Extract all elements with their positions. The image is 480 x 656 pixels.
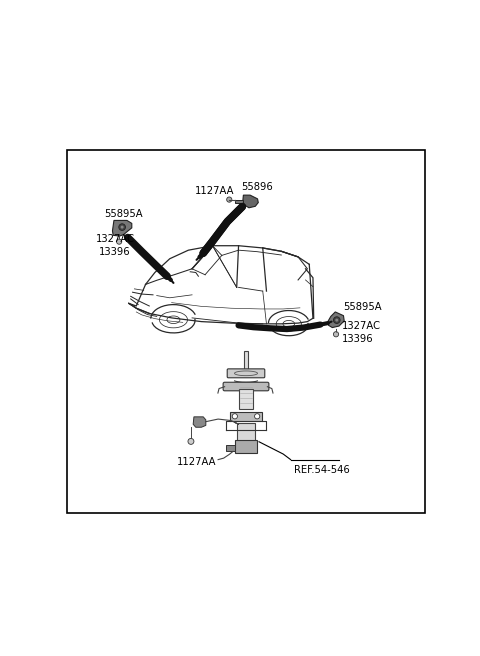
Text: 55896: 55896 bbox=[241, 182, 273, 192]
Circle shape bbox=[334, 332, 338, 337]
Circle shape bbox=[254, 414, 260, 419]
Circle shape bbox=[188, 438, 194, 444]
FancyBboxPatch shape bbox=[223, 382, 269, 391]
Text: REF.54-546: REF.54-546 bbox=[294, 465, 349, 476]
Circle shape bbox=[120, 226, 124, 228]
Circle shape bbox=[232, 414, 238, 419]
Bar bbox=[230, 411, 262, 421]
Bar bbox=[239, 389, 253, 409]
Polygon shape bbox=[328, 312, 344, 327]
Bar bbox=[235, 199, 243, 203]
Polygon shape bbox=[243, 195, 258, 208]
FancyBboxPatch shape bbox=[227, 369, 265, 378]
Bar bbox=[243, 350, 249, 372]
Polygon shape bbox=[193, 417, 206, 427]
Polygon shape bbox=[112, 220, 132, 236]
Bar bbox=[226, 445, 235, 451]
Circle shape bbox=[334, 317, 340, 323]
Circle shape bbox=[119, 224, 125, 230]
Text: 1327AC
13396: 1327AC 13396 bbox=[96, 234, 134, 257]
Text: 55895A: 55895A bbox=[344, 302, 382, 312]
Bar bbox=[235, 440, 257, 453]
Bar bbox=[237, 423, 255, 443]
Circle shape bbox=[117, 239, 122, 244]
Circle shape bbox=[335, 319, 338, 321]
Text: 1127AA: 1127AA bbox=[177, 457, 216, 467]
Circle shape bbox=[227, 197, 232, 202]
Text: 1327AC
13396: 1327AC 13396 bbox=[342, 321, 381, 344]
Text: 55895A: 55895A bbox=[104, 209, 143, 220]
Text: 1127AA: 1127AA bbox=[194, 186, 234, 195]
